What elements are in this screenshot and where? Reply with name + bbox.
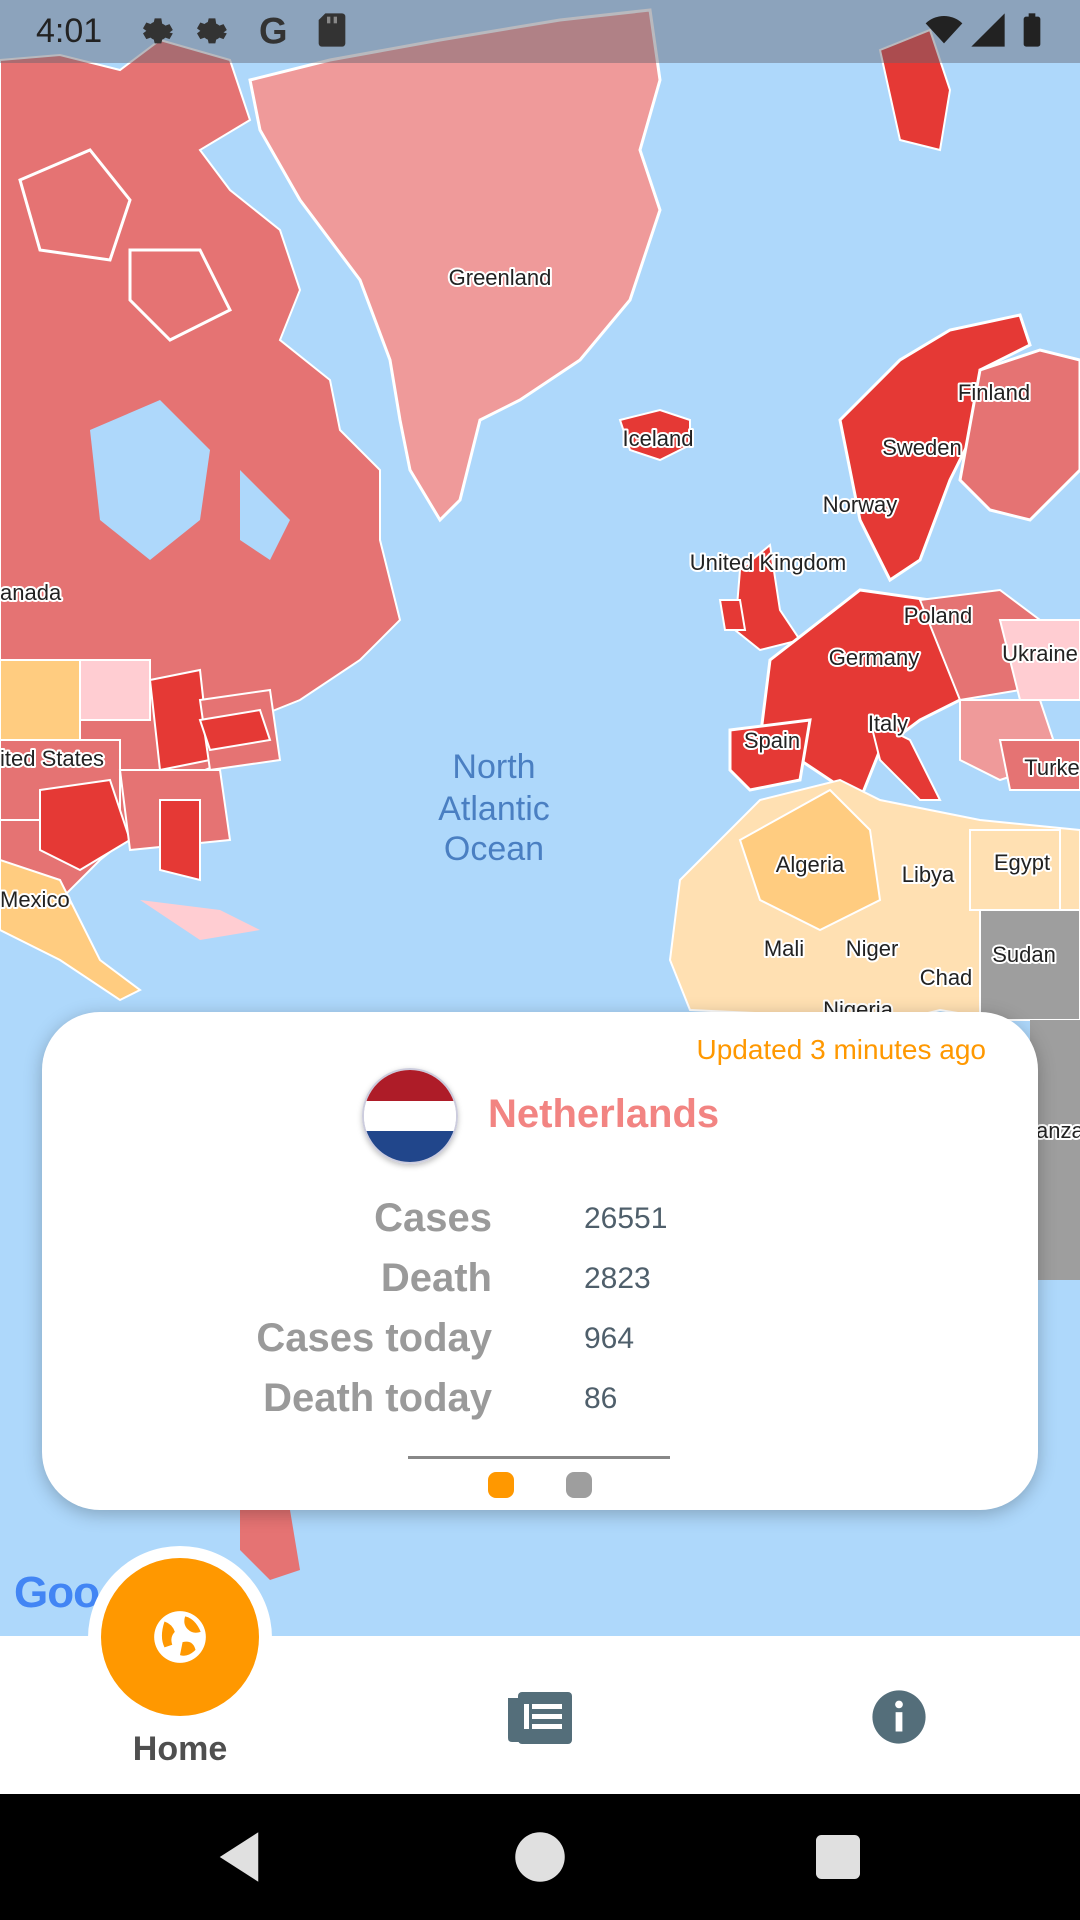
map-label-sudan: Sudan <box>992 942 1056 967</box>
map-label-finland: Finland <box>958 380 1030 405</box>
ocean-label-line3: Ocean <box>444 830 544 868</box>
map-label-mexico: Mexico <box>0 887 70 912</box>
info-icon[interactable] <box>870 1688 928 1746</box>
map-label-sweden: Sweden <box>882 435 962 460</box>
page-indicator-dot[interactable] <box>566 1472 592 1498</box>
stat-label: Cases <box>374 1196 492 1240</box>
map-label-libya: Libya <box>902 862 955 887</box>
map-label-mali: Mali <box>764 936 804 961</box>
google-watermark: Goo <box>14 1568 100 1618</box>
google-watermark-text: Goo <box>14 1568 100 1617</box>
map-label-italy: Italy <box>868 711 908 736</box>
stat-label: Cases today <box>256 1316 492 1360</box>
ocean-label-line2: Atlantic <box>438 790 550 828</box>
stat-value: 964 <box>584 1322 635 1355</box>
battery-icon <box>1023 13 1041 47</box>
country-info-card[interactable]: Updated 3 minutes ago Netherlands Cases … <box>42 1012 1038 1510</box>
home-button[interactable] <box>101 1558 259 1716</box>
status-time: 4:01 <box>36 12 103 50</box>
map-label-norway: Norway <box>823 492 898 517</box>
map-label-algeria: Algeria <box>776 852 845 877</box>
stat-row-cases-today: Cases today 964 <box>42 1316 1038 1366</box>
map-label-turkey: Turke <box>1024 755 1079 780</box>
map-label-niger: Niger <box>846 936 899 961</box>
stat-row-death-today: Death today 86 <box>42 1376 1038 1426</box>
gear-icon <box>197 18 227 44</box>
google-icon: G <box>259 10 288 50</box>
stat-value: 86 <box>584 1382 618 1415</box>
map-label-egypt: Egypt <box>994 850 1050 875</box>
map-label-tanzania: anza <box>1036 1118 1080 1143</box>
system-navigation-bar <box>0 1794 1080 1920</box>
gear-icon <box>143 18 173 44</box>
page-indicator-dot-active[interactable] <box>488 1472 514 1498</box>
sd-card-icon <box>318 13 346 47</box>
updated-text: Updated 3 minutes ago <box>696 1034 986 1065</box>
country-name: Netherlands <box>488 1092 720 1136</box>
status-bar: 4:01 G <box>0 0 1080 63</box>
map-label-canada: anada <box>0 580 62 605</box>
stat-value: 26551 <box>584 1202 668 1235</box>
wifi-icon <box>925 16 963 44</box>
map-label-united: United Kingdom <box>690 550 847 575</box>
stat-label: Death today <box>263 1376 492 1420</box>
stat-row-death: Death 2823 <box>42 1256 1038 1306</box>
stat-value: 2823 <box>584 1262 651 1295</box>
map-label-greenland: Greenland <box>449 265 552 290</box>
map-label-ukraine: Ukraine <box>1002 641 1078 666</box>
map-label-spain: Spain <box>744 728 800 753</box>
recents-icon[interactable] <box>805 1824 871 1890</box>
stat-row-cases: Cases 26551 <box>42 1196 1038 1246</box>
ocean-label-line1: North <box>452 748 535 786</box>
map-label-united-states: ited States <box>0 746 104 771</box>
home-system-icon[interactable] <box>507 1824 573 1890</box>
card-divider <box>408 1456 670 1459</box>
stat-label: Death <box>380 1256 492 1300</box>
signal-icon <box>971 13 1005 47</box>
netherlands-flag-icon <box>362 1068 458 1164</box>
map-label-poland: Poland <box>904 603 973 628</box>
news-icon[interactable] <box>508 1690 572 1746</box>
back-icon[interactable] <box>206 1824 272 1890</box>
home-label[interactable]: Home <box>132 1730 228 1768</box>
globe-icon <box>154 1611 206 1663</box>
map-label-iceland: Iceland <box>623 426 694 451</box>
map-label-germany: Germany <box>829 645 919 670</box>
map-label-chad: Chad <box>920 965 973 990</box>
svg-text:G: G <box>259 10 288 50</box>
